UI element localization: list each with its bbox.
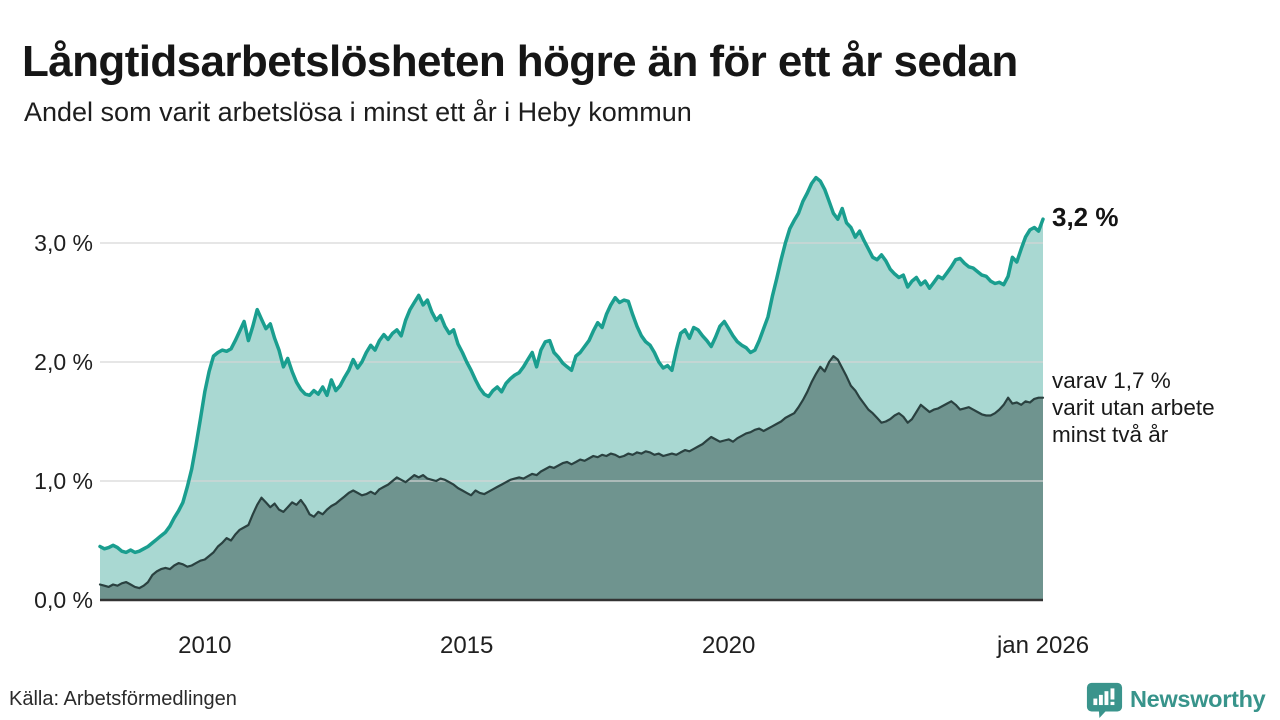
series-line-2: [98, 355, 1045, 590]
newsworthy-logo: Newsworthy: [1086, 681, 1266, 718]
series2-annotation-line: minst två år: [1052, 421, 1169, 447]
chart-title: Långtidsarbetslösheten högre än för ett …: [22, 37, 1018, 87]
y-tick-label: 2,0 %: [34, 349, 93, 375]
y-tick-label: 1,0 %: [34, 468, 93, 494]
newsworthy-wordmark: Newsworthy: [1130, 686, 1266, 712]
series2-annotation: varav 1,7 % varit utan arbete minst två …: [1052, 367, 1215, 448]
newsworthy-icon: [1086, 682, 1123, 718]
x-tick-label: 2020: [701, 632, 756, 659]
chart-subtitle: Andel som varit arbetslösa i minst ett å…: [24, 97, 692, 127]
x-tick-label: jan 2026: [996, 632, 1090, 659]
x-tick-label: 2010: [178, 632, 232, 659]
series-area-2: [100, 356, 1043, 600]
x-tick-label: 2015: [439, 632, 494, 659]
y-tick-label: 3,0 %: [34, 230, 93, 256]
series2-annotation-line: varit utan arbete: [1052, 394, 1215, 420]
series2-annotation-line: varav 1,7 %: [1052, 367, 1171, 393]
source-label: Källa: Arbetsförmedlingen: [9, 688, 237, 710]
y-tick-label: 0,0 %: [34, 587, 93, 613]
series-line-1: [98, 175, 1045, 555]
latest-value-label: 3,2 %: [1052, 202, 1119, 233]
